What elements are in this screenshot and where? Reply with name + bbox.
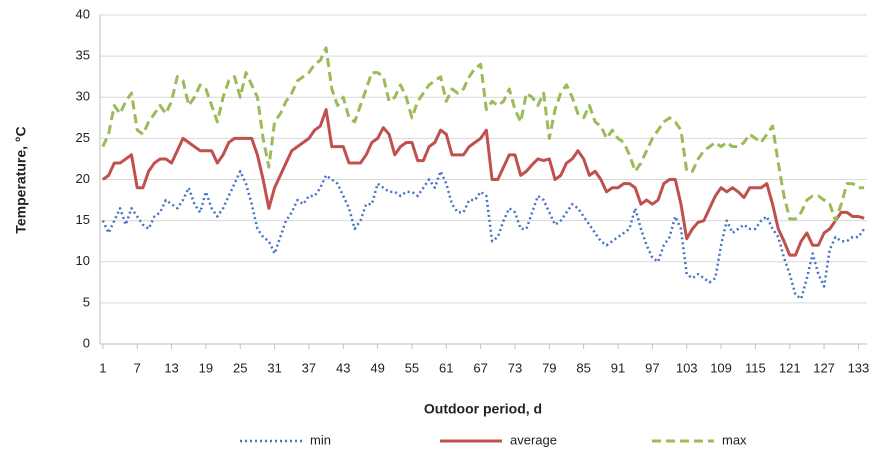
y-tick-label: 0 (83, 335, 90, 350)
x-tick-label: 133 (848, 360, 870, 375)
x-tick-label: 19 (199, 360, 213, 375)
y-tick-label: 30 (76, 89, 90, 104)
series-line (101, 108, 865, 257)
x-tick-label: 49 (370, 360, 384, 375)
x-tick-label: 115 (745, 360, 766, 375)
legend-label: min (310, 432, 331, 447)
x-tick-label: 7 (134, 360, 141, 375)
y-tick-label: 10 (76, 253, 90, 268)
x-tick-label: 31 (267, 360, 281, 375)
x-tick-label: 91 (611, 360, 625, 375)
y-tick-label: 25 (76, 130, 90, 145)
x-tick-label: 121 (779, 360, 801, 375)
y-tick-label: 20 (76, 171, 90, 186)
x-axis-title: Outdoor period, d (424, 401, 542, 417)
x-tick-label: 43 (336, 360, 350, 375)
x-tick-label: 97 (645, 360, 659, 375)
x-tick-label: 1 (99, 360, 106, 375)
x-tick-label: 103 (676, 360, 698, 375)
series-line (101, 170, 866, 301)
x-tick-label: 85 (576, 360, 590, 375)
y-tick-label: 35 (76, 48, 90, 63)
legend-label: max (722, 432, 747, 447)
y-tick-label: 40 (76, 6, 90, 21)
y-tick-label: 15 (76, 212, 90, 227)
x-tick-label: 109 (710, 360, 732, 375)
x-tick-label: 37 (302, 360, 316, 375)
x-tick-label: 79 (542, 360, 556, 375)
legend-label: average (510, 432, 557, 447)
x-tick-label: 55 (405, 360, 419, 375)
y-tick-label: 5 (83, 294, 90, 309)
x-tick-label: 67 (473, 360, 487, 375)
x-tick-label: 73 (508, 360, 522, 375)
x-tick-label: 61 (439, 360, 453, 375)
y-axis-title: Temperature, °C (13, 126, 29, 233)
x-tick-label: 13 (164, 360, 178, 375)
x-tick-label: 25 (233, 360, 247, 375)
x-tick-label: 127 (813, 360, 835, 375)
